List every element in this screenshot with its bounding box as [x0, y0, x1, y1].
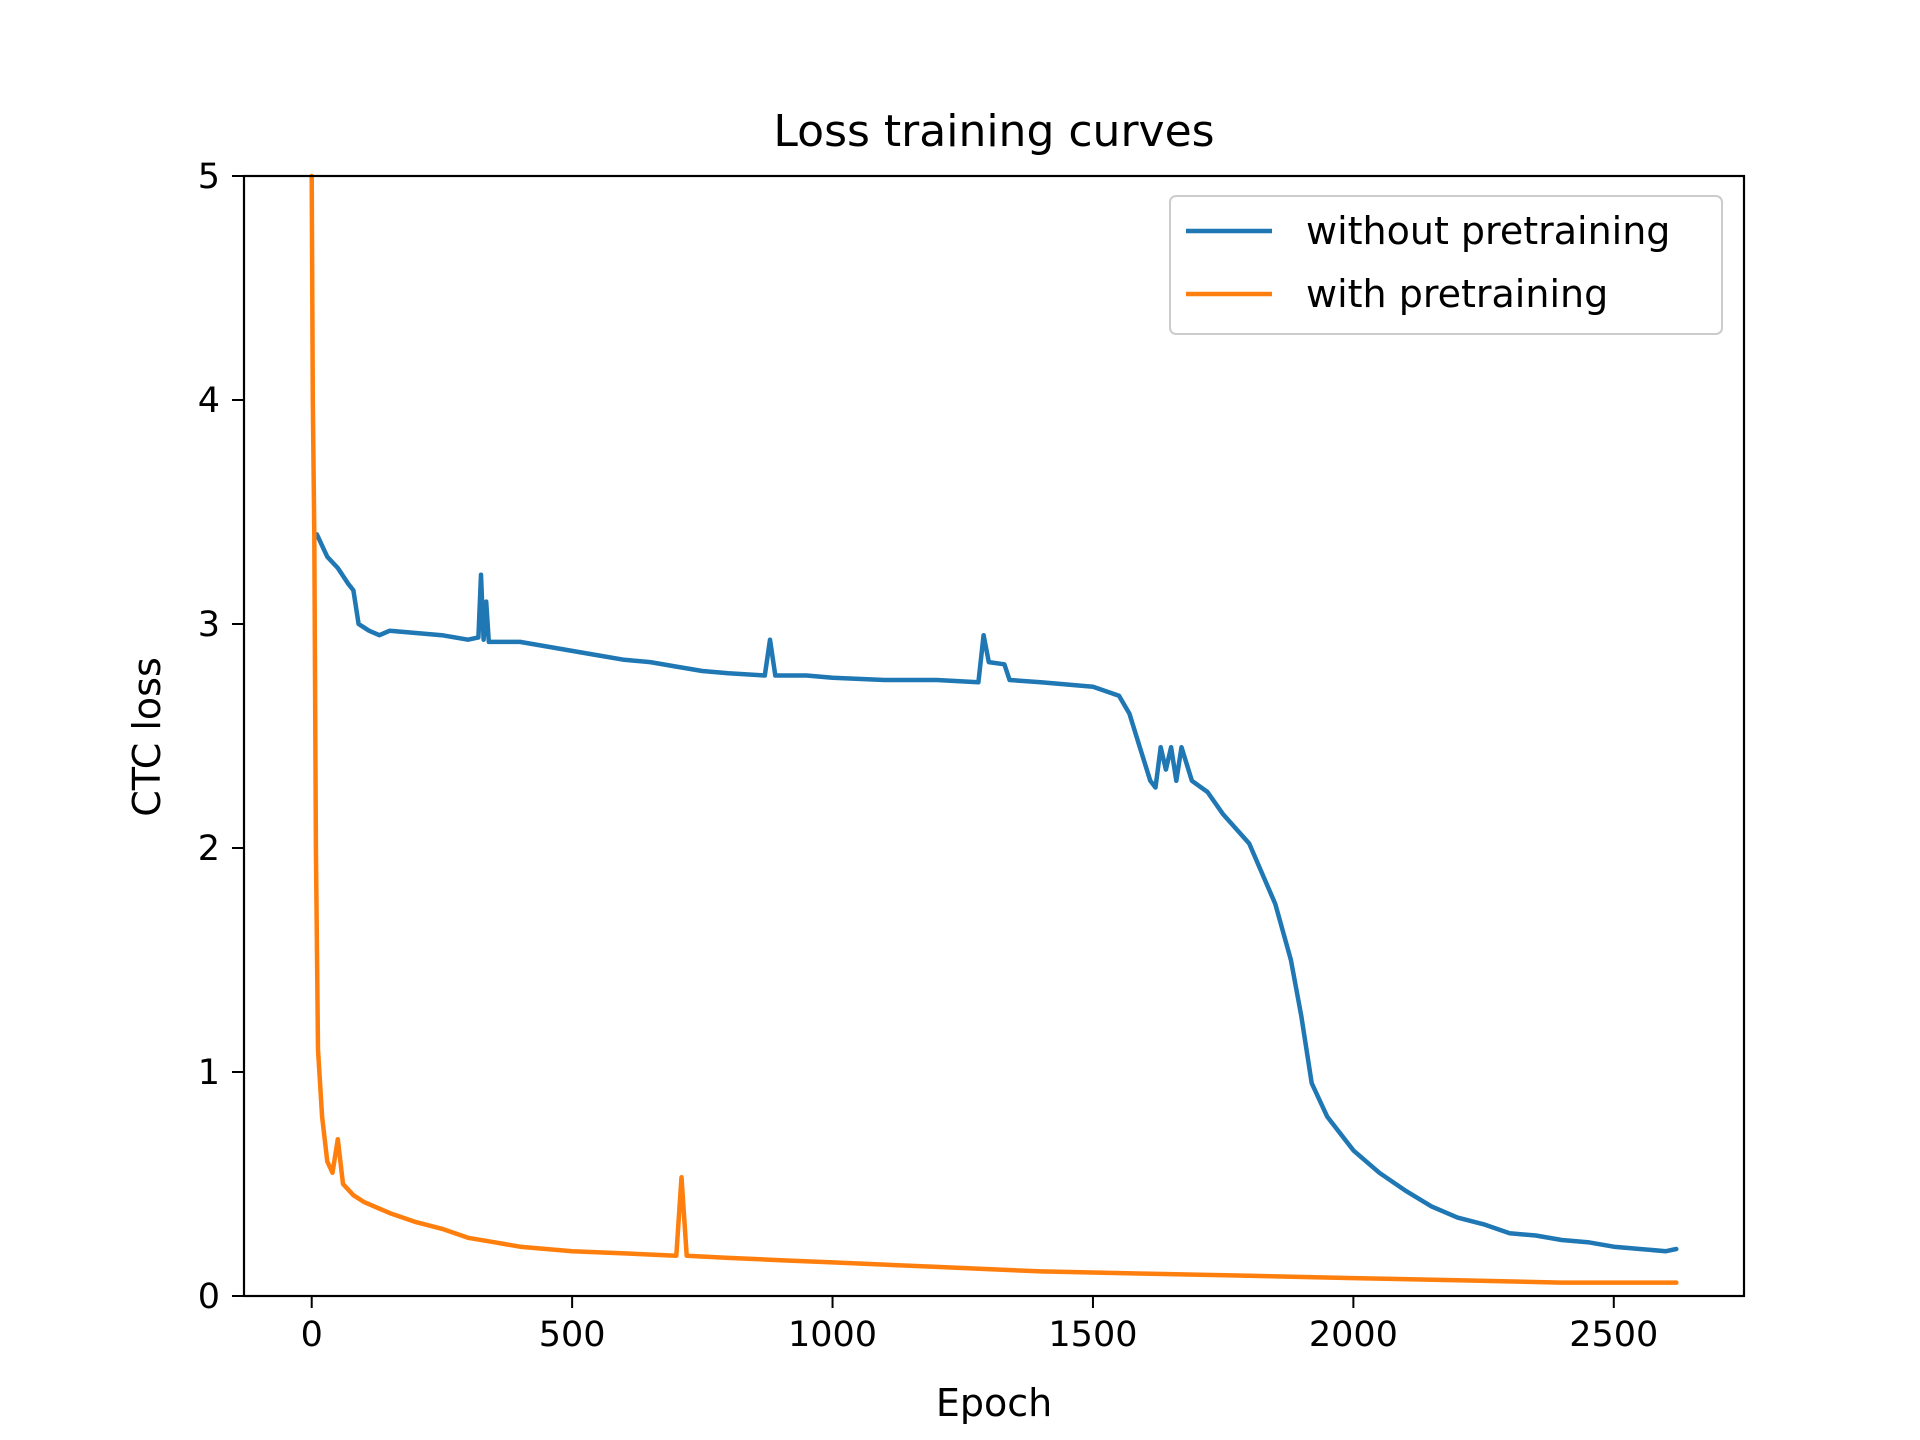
- x-tick-label: 1500: [1048, 1315, 1137, 1355]
- legend-label-without-pretraining: without pretraining: [1306, 209, 1670, 253]
- x-tick-label: 0: [301, 1315, 323, 1355]
- plot-frame: [242, 174, 1746, 1298]
- y-tick-label: 5: [198, 157, 220, 197]
- legend-label-with-pretraining: with pretraining: [1306, 272, 1608, 316]
- x-axis-ticks: 0 500 1000 1500 2000 2500: [301, 1296, 1658, 1355]
- y-tick-label: 1: [198, 1053, 220, 1093]
- y-tick-label: 0: [198, 1277, 220, 1317]
- x-tick-label: 500: [539, 1315, 606, 1355]
- x-axis-label: Epoch: [936, 1381, 1052, 1425]
- legend-box: [1169, 195, 1723, 335]
- y-axis-label: CTC loss: [125, 657, 169, 817]
- plot-series: [309, 173, 1679, 1285]
- y-axis-ticks: 0 1 2 3 4 5: [198, 157, 244, 1317]
- y-tick-label: 3: [198, 605, 220, 645]
- y-tick-label: 4: [198, 381, 220, 421]
- series-line-without-pretraining: [314, 532, 1679, 1254]
- series-line-with-pretraining: [309, 173, 1679, 1285]
- legend: without pretraining with pretraining: [1169, 195, 1723, 335]
- chart-title: Loss training curves: [773, 106, 1214, 157]
- x-tick-label: 2000: [1309, 1315, 1398, 1355]
- x-tick-label: 2500: [1569, 1315, 1658, 1355]
- x-tick-label: 1000: [788, 1315, 877, 1355]
- y-tick-label: 2: [198, 829, 220, 869]
